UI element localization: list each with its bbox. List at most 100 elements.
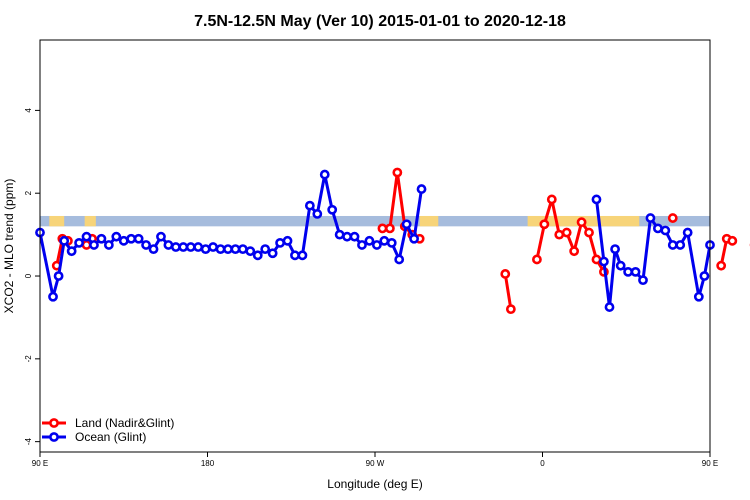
ocean-east-point-0-15 <box>699 271 710 281</box>
ocean-point-0-4 <box>66 246 77 257</box>
y-tick-label-2: 0 <box>24 273 33 278</box>
ocean-point-0-23 <box>208 242 218 252</box>
ocean-point-0-15 <box>148 244 159 255</box>
ocean-east-point-0-11 <box>667 240 678 250</box>
ocean-point-0-19 <box>178 242 189 252</box>
legend-marker-1 <box>49 432 59 442</box>
land-point-4-0 <box>532 254 542 265</box>
ocean-east-point-0-5 <box>623 266 634 277</box>
land-point-6-0 <box>716 260 727 271</box>
ocean-point-0-26 <box>230 244 241 255</box>
ocean-east-point-0-2 <box>604 302 615 312</box>
ocean-point-0-33 <box>282 235 293 246</box>
land-line-3 <box>503 273 513 310</box>
ocean-point-0-38 <box>319 169 330 180</box>
ocean-point-0-29 <box>252 250 263 261</box>
reference-band <box>40 215 710 227</box>
land-point-3-1 <box>505 304 516 315</box>
ocean-point-0-10 <box>111 231 122 242</box>
ocean-east-point-0-13 <box>682 227 693 238</box>
ocean-point-0-31 <box>267 248 278 259</box>
band-ocean <box>40 215 710 227</box>
ocean-point-0-50 <box>409 233 419 244</box>
band-land-2 <box>419 215 439 227</box>
ocean-point-0-28 <box>245 246 256 257</box>
land-point-2-1 <box>384 223 395 234</box>
ocean-point-0-12 <box>126 233 137 244</box>
ocean-point-0-18 <box>170 242 181 252</box>
y-tick-label-0: -4 <box>24 438 33 446</box>
ocean-point-0-36 <box>304 200 315 211</box>
chart-title: 7.5N-12.5N May (Ver 10) 2015-01-01 to 20… <box>194 13 566 30</box>
legend-label-0: Land (Nadir&Glint) <box>75 416 174 430</box>
ocean-point-0-13 <box>133 233 144 244</box>
ocean-point-0-9 <box>103 240 114 250</box>
band-land-0 <box>49 215 65 227</box>
ocean-point-0-48 <box>394 254 405 265</box>
ocean-east-point-0-12 <box>675 240 686 250</box>
ocean-point-0-20 <box>185 242 196 252</box>
ocean-point-0-45 <box>371 240 382 250</box>
ocean-point-0-32 <box>275 237 285 248</box>
ocean-east-point-0-9 <box>652 223 663 234</box>
ocean-point-0-34 <box>290 250 300 261</box>
x-axis-label: Longitude (deg E) <box>327 477 422 491</box>
land-point-4-6 <box>576 217 587 228</box>
ocean-east-point-0-0 <box>591 194 602 205</box>
ocean-point-0-24 <box>215 244 226 255</box>
x-tick-label-3: 0 <box>540 459 545 468</box>
ocean-east-point-0-14 <box>693 291 704 302</box>
ocean-point-0-22 <box>200 244 211 255</box>
ocean-point-0-6 <box>81 231 92 242</box>
land-point-6-2 <box>727 235 738 246</box>
land-point-4-8 <box>591 254 602 265</box>
ocean-east-point-0-6 <box>630 266 641 277</box>
ocean-point-0-11 <box>118 235 129 246</box>
ocean-point-0-16 <box>156 231 166 242</box>
x-tick-label-1: 180 <box>201 459 215 468</box>
ocean-point-0-7 <box>89 240 99 250</box>
ocean-point-0-14 <box>141 240 151 250</box>
ocean-point-0-21 <box>193 242 204 252</box>
ocean-point-0-5 <box>74 237 84 248</box>
legend-label-1: Ocean (Glint) <box>75 430 146 444</box>
ocean-east-point-0-7 <box>638 275 648 286</box>
ocean-line-0 <box>38 173 424 299</box>
ocean-east-point-0-4 <box>615 260 626 271</box>
ocean-point-0-49 <box>401 219 412 230</box>
x-tick-label-0: 90 E <box>32 459 48 468</box>
y-axis: -4 -2 0 2 4 <box>24 108 40 446</box>
ocean-point-0-1 <box>48 291 58 302</box>
ocean-east-point-0-10 <box>660 225 671 236</box>
x-axis: 90 E 180 90 W 0 90 E <box>32 452 718 468</box>
ocean-point-0-46 <box>379 235 390 246</box>
ocean-point-0-40 <box>334 229 345 240</box>
ocean-point-0-43 <box>357 240 367 250</box>
ocean-point-0-2 <box>53 271 64 281</box>
y-axis-label: XCO2 - MLO trend (ppm) <box>2 179 16 314</box>
land-line-4 <box>535 197 606 273</box>
ocean-point-0-8 <box>96 233 107 244</box>
land-point-4-5 <box>569 246 580 257</box>
ocean-east-point-0-3 <box>610 244 620 255</box>
ocean-point-0-37 <box>312 209 323 219</box>
land-point-4-1 <box>539 219 550 230</box>
land-point-2-2 <box>392 167 403 178</box>
land-point-4-3 <box>554 229 565 240</box>
x-tick-label-2: 90 W <box>366 459 385 468</box>
land-point-4-4 <box>561 227 572 238</box>
ocean-point-0-39 <box>327 204 338 215</box>
ocean-point-0-51 <box>416 184 427 194</box>
ocean-point-0-42 <box>349 231 360 242</box>
ocean-east-point-0-1 <box>599 256 609 267</box>
ocean-point-0-25 <box>223 244 233 255</box>
ocean-point-0-35 <box>297 250 308 261</box>
x-tick-label-4: 90 E <box>702 459 718 468</box>
band-land-1 <box>84 215 96 227</box>
legend-marker-0 <box>49 418 59 428</box>
land-point-4-2 <box>546 194 557 205</box>
ocean-east-point-0-8 <box>645 213 656 223</box>
ocean-point-0-17 <box>163 240 174 250</box>
land-point-2-0 <box>377 223 388 234</box>
